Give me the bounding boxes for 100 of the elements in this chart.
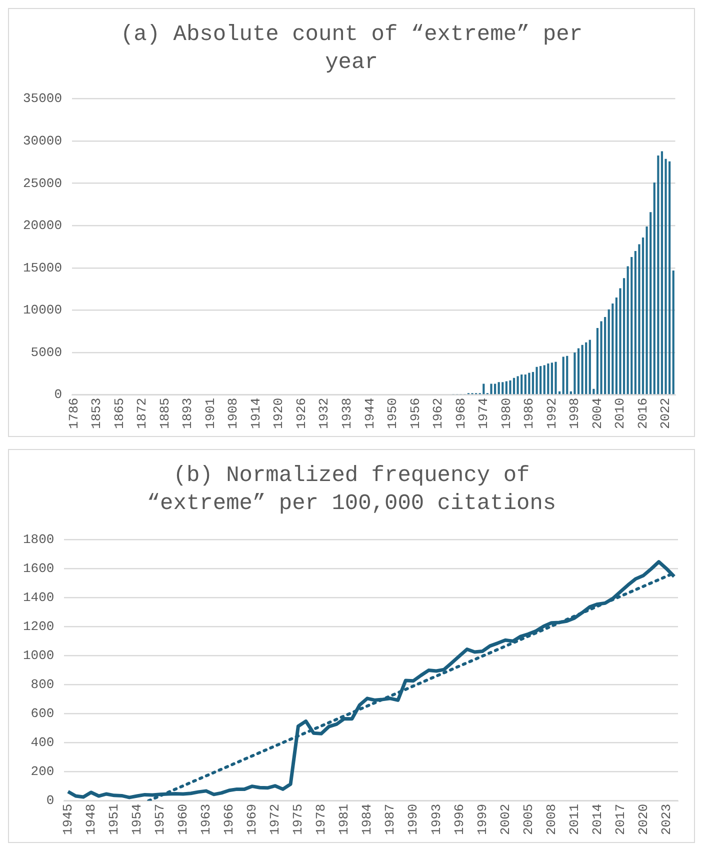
chart-title: (b) Normalized frequency of “extreme” per 100,000 citations bbox=[146, 462, 558, 518]
x-tick-label: 1865 bbox=[112, 398, 127, 430]
y-tick-label: 800 bbox=[30, 677, 54, 692]
x-tick-label: 1992 bbox=[544, 398, 560, 430]
x-tick-label: 2010 bbox=[612, 398, 628, 430]
y-tick-label: 0 bbox=[54, 387, 62, 402]
bar bbox=[604, 316, 606, 394]
bar bbox=[581, 344, 584, 394]
y-tick-label: 200 bbox=[30, 764, 54, 780]
bar bbox=[562, 356, 564, 394]
bar bbox=[577, 348, 580, 394]
bar bbox=[543, 365, 546, 394]
x-tick-label: 1786 bbox=[66, 398, 82, 430]
x-tick-label: 1969 bbox=[244, 804, 260, 836]
x-tick-label: 2022 bbox=[658, 398, 674, 430]
bar bbox=[612, 303, 614, 394]
x-tick-label: 1872 bbox=[134, 398, 150, 430]
bar bbox=[502, 382, 504, 394]
x-tick-label: 1920 bbox=[271, 398, 286, 430]
x-tick-label: 1975 bbox=[290, 804, 306, 836]
x-tick-label: 2005 bbox=[520, 804, 536, 836]
bar bbox=[650, 212, 652, 394]
x-tick-label: 2020 bbox=[636, 804, 651, 836]
y-tick-label: 30000 bbox=[22, 134, 62, 149]
bar bbox=[528, 372, 530, 394]
x-tick-label: 1956 bbox=[408, 398, 423, 430]
bar bbox=[550, 362, 553, 394]
y-tick-label: 15000 bbox=[22, 260, 62, 276]
x-tick-label: 1951 bbox=[106, 804, 122, 836]
x-tick-label: 1986 bbox=[522, 398, 537, 430]
bar bbox=[490, 384, 492, 394]
bar bbox=[585, 342, 588, 394]
x-tick-label: 1980 bbox=[498, 398, 514, 430]
y-tick-label: 5000 bbox=[30, 344, 62, 360]
bar bbox=[668, 161, 671, 394]
x-tick-label: 1948 bbox=[83, 804, 98, 836]
chart-title: (a) Absolute count of “extreme” per year bbox=[119, 21, 584, 77]
bar bbox=[509, 380, 512, 394]
y-tick-label: 0 bbox=[46, 793, 54, 808]
bar bbox=[512, 378, 516, 394]
x-tick-label: 1945 bbox=[60, 804, 76, 836]
x-tick-label: 1987 bbox=[382, 804, 398, 836]
x-tick-label: 1963 bbox=[198, 804, 214, 836]
x-tick-label: 1999 bbox=[474, 804, 490, 836]
y-tick-label: 1400 bbox=[22, 590, 54, 606]
x-tick-label: 2008 bbox=[544, 804, 559, 836]
x-tick-label: 1993 bbox=[428, 804, 444, 836]
bar bbox=[505, 381, 508, 394]
x-tick-label: 1954 bbox=[130, 804, 145, 836]
x-tick-label: 1926 bbox=[294, 398, 309, 430]
y-tick-label: 35000 bbox=[22, 91, 62, 106]
bar bbox=[482, 384, 485, 394]
y-tick-label: 600 bbox=[30, 706, 54, 722]
x-tick-label: 1885 bbox=[157, 398, 172, 430]
x-tick-label: 1950 bbox=[385, 398, 400, 430]
x-tick-label: 1957 bbox=[152, 804, 168, 836]
y-tick-label: 400 bbox=[30, 735, 54, 750]
x-tick-label: 1981 bbox=[336, 804, 352, 836]
x-tick-label: 1960 bbox=[176, 804, 191, 836]
x-tick-label: 1984 bbox=[360, 804, 375, 836]
y-tick-label: 1600 bbox=[22, 561, 54, 576]
x-tick-label: 2011 bbox=[566, 804, 582, 836]
bar bbox=[660, 151, 664, 394]
y-tick-label: 1200 bbox=[22, 619, 54, 634]
x-tick-label: 1914 bbox=[248, 398, 264, 430]
x-tick-label: 1962 bbox=[430, 398, 446, 430]
x-tick-label: 2017 bbox=[612, 804, 628, 836]
x-tick-label: 1972 bbox=[268, 804, 283, 836]
x-tick-label: 2004 bbox=[590, 398, 605, 430]
x-tick-label: 1968 bbox=[453, 398, 468, 430]
bar bbox=[498, 382, 500, 394]
bar bbox=[536, 366, 538, 394]
x-tick-label: 1853 bbox=[89, 398, 104, 430]
bar bbox=[516, 376, 519, 394]
x-tick-label: 1932 bbox=[316, 398, 332, 430]
y-tick-label: 1800 bbox=[22, 532, 54, 548]
x-tick-label: 1990 bbox=[406, 804, 421, 836]
y-tick-label: 10000 bbox=[22, 302, 62, 318]
bar bbox=[657, 155, 660, 394]
x-tick-label: 1938 bbox=[340, 398, 355, 430]
y-tick-label: 1000 bbox=[22, 648, 54, 664]
x-tick-label: 2023 bbox=[658, 804, 674, 836]
x-tick-label: 1996 bbox=[452, 804, 467, 836]
bar bbox=[630, 256, 633, 394]
bar bbox=[566, 356, 568, 394]
bar bbox=[622, 278, 626, 394]
y-tick-label: 20000 bbox=[22, 218, 62, 234]
bar bbox=[547, 364, 550, 394]
bar bbox=[540, 366, 542, 394]
y-tick-label: 25000 bbox=[22, 176, 62, 191]
x-tick-label: 1966 bbox=[222, 804, 237, 836]
x-tick-label: 1974 bbox=[476, 398, 492, 430]
x-tick-label: 1893 bbox=[180, 398, 196, 430]
x-tick-label: 2002 bbox=[498, 804, 513, 836]
x-tick-label: 1998 bbox=[567, 398, 582, 430]
bar bbox=[494, 384, 496, 394]
bar bbox=[642, 237, 644, 394]
bar bbox=[524, 374, 526, 394]
bar bbox=[574, 352, 576, 394]
x-tick-label: 1908 bbox=[226, 398, 241, 430]
